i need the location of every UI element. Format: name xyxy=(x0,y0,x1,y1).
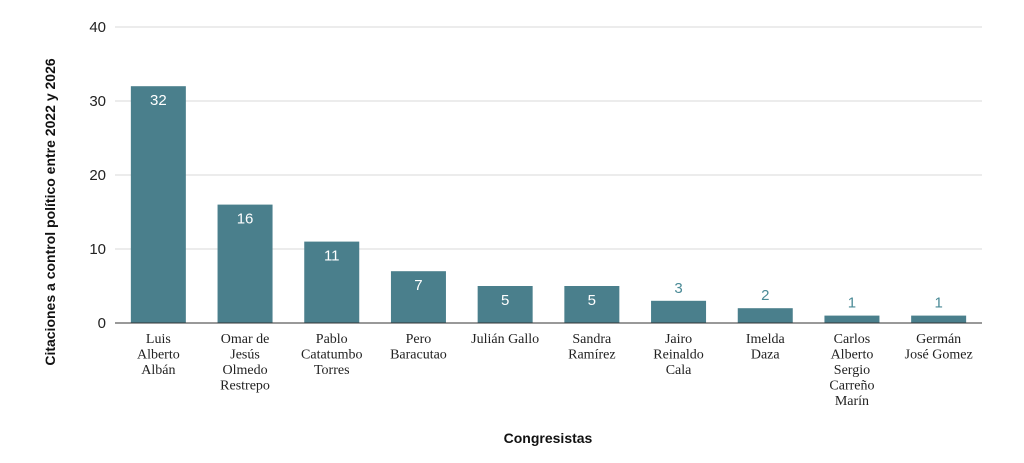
x-category-label-line: Torres xyxy=(314,363,350,378)
x-category-label-line: Germán xyxy=(916,332,961,347)
gridlines xyxy=(115,26,982,250)
data-label: 5 xyxy=(501,292,509,309)
bar xyxy=(651,300,707,323)
x-category-label-line: Pero xyxy=(406,332,432,347)
x-category-label-line: Marín xyxy=(835,394,869,409)
y-tick-label: 40 xyxy=(89,19,106,36)
x-axis-title: Congresistas xyxy=(504,430,593,446)
data-label: 16 xyxy=(237,211,254,228)
y-tick-label: 20 xyxy=(89,167,106,184)
data-label: 2 xyxy=(761,287,769,304)
data-label: 3 xyxy=(674,280,682,297)
data-label: 1 xyxy=(848,295,856,312)
data-label: 1 xyxy=(934,295,942,312)
x-category-label-line: Sergio xyxy=(834,363,870,378)
x-category-label: Luis Alberto Albán xyxy=(137,332,180,378)
x-category-label: Jairo Reinaldo Cala xyxy=(653,332,704,378)
x-category-label-line: Catatumbo xyxy=(301,348,362,363)
x-category-label-line: Albán xyxy=(141,363,175,378)
x-category-label-line: Omar de xyxy=(221,332,270,347)
bars xyxy=(130,86,967,323)
x-category-label: Carlos Alberto Sergio Carreño Marín xyxy=(829,332,874,409)
x-category-label: Julián Gallo xyxy=(471,332,539,347)
x-category-label-line: Luis xyxy=(146,332,171,347)
x-category-label-line: Ramírez xyxy=(568,348,615,363)
x-category-label-line: Pablo xyxy=(316,332,348,347)
bar xyxy=(911,315,967,323)
y-tick-label: 30 xyxy=(89,93,106,110)
y-axis-title: Citaciones a control político entre 2022… xyxy=(42,58,58,366)
x-category-label-line: Jesús xyxy=(230,348,260,363)
x-category-label-line: Olmedo xyxy=(222,363,267,378)
x-category-label-line: Baracutao xyxy=(390,348,447,363)
data-label: 7 xyxy=(414,277,422,294)
bar xyxy=(477,286,533,323)
x-category-label-line: Imelda xyxy=(746,332,786,347)
y-tick-label: 0 xyxy=(98,315,106,332)
x-category-label-line: Reinaldo xyxy=(653,348,704,363)
x-category-label-line: Alberto xyxy=(137,348,180,363)
x-category-label: Pablo Catatumbo Torres xyxy=(301,332,362,378)
x-category-label: Omar de Jesús Olmedo Restrepo xyxy=(220,332,270,394)
x-category-label: Pero Baracutao xyxy=(390,332,447,363)
x-category-label-line: Alberto xyxy=(831,348,874,363)
x-category-label-line: Carreño xyxy=(829,379,874,394)
bar xyxy=(737,308,793,323)
x-category-label-line: Julián Gallo xyxy=(471,332,539,347)
bar xyxy=(564,286,620,323)
x-category-label-line: Sandra xyxy=(572,332,612,347)
x-category-label: Imelda Daza xyxy=(746,332,786,363)
x-category-label-line: Cala xyxy=(666,363,692,378)
y-tick-label: 10 xyxy=(89,241,106,258)
x-category-label: Germán José Gomez xyxy=(905,332,973,363)
x-category-label-line: José Gomez xyxy=(905,348,973,363)
x-category-label-line: Restrepo xyxy=(220,379,270,394)
x-category-label-line: Daza xyxy=(751,348,781,363)
x-category-label-line: Carlos xyxy=(834,332,871,347)
bar xyxy=(390,271,446,323)
x-category-label: Sandra Ramírez xyxy=(568,332,615,363)
bar xyxy=(217,204,273,323)
x-category-label-line: Jairo xyxy=(665,332,692,347)
bar xyxy=(824,315,880,323)
bar xyxy=(130,86,186,323)
y-tick-labels: 0 10 20 30 40 xyxy=(89,19,106,332)
bar xyxy=(304,241,360,323)
data-label: 32 xyxy=(150,92,167,109)
data-label: 11 xyxy=(324,248,340,265)
data-label: 5 xyxy=(588,292,596,309)
